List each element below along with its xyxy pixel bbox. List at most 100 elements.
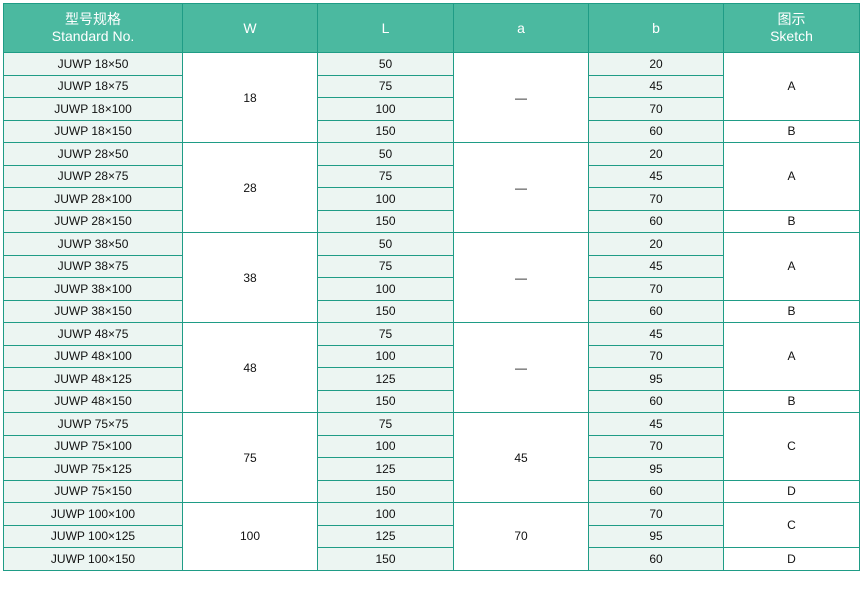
header-row: 型号规格 Standard No. W L a b 图示 Sketch: [3, 3, 860, 53]
b-cell: 20: [588, 52, 724, 76]
header-standard-en: Standard No.: [51, 28, 135, 44]
b-cell: 45: [588, 322, 724, 346]
l-cell: 150: [317, 389, 454, 413]
l-cell: 100: [317, 344, 454, 368]
standard-cell: JUWP 75×150: [3, 479, 183, 503]
b-cell: 20: [588, 232, 724, 256]
w-cell: 38: [182, 232, 318, 323]
header-b: b: [588, 3, 724, 53]
standard-cell: JUWP 100×150: [3, 547, 183, 571]
standard-cell: JUWP 75×75: [3, 412, 183, 436]
w-cell: 75: [182, 412, 318, 503]
l-cell: 150: [317, 299, 454, 323]
l-cell: 125: [317, 457, 454, 481]
a-cell: —: [453, 232, 589, 323]
l-cell: 125: [317, 524, 454, 548]
b-cell: 70: [588, 502, 724, 526]
header-sketch-en: Sketch: [770, 28, 813, 44]
standard-cell: JUWP 18×100: [3, 97, 183, 121]
table-row: JUWP 38×50 38 50—20 A: [3, 232, 860, 323]
b-cell: 70: [588, 434, 724, 458]
l-cell: 75: [317, 254, 454, 278]
b-cell: 60: [588, 479, 724, 503]
sketch-cell: A: [723, 142, 860, 211]
b-cell: 70: [588, 344, 724, 368]
header-a: a: [453, 3, 589, 53]
header-standard: 型号规格 Standard No.: [3, 3, 183, 53]
table-row: JUWP 28×100 100 70: [3, 187, 860, 211]
table-row: JUWP 18×75 75 45: [3, 74, 860, 98]
sketch-cell: D: [723, 479, 860, 503]
standard-cell: JUWP 38×50: [3, 232, 183, 256]
table-row: JUWP 75×150 150 60 D: [3, 479, 860, 503]
standard-cell: JUWP 18×75: [3, 74, 183, 98]
l-cell: 100: [317, 277, 454, 301]
l-cell: 100: [317, 502, 454, 526]
sketch-cell: A: [723, 52, 860, 121]
b-cell: 70: [588, 277, 724, 301]
table-row: JUWP 18×50 18 50—20 A: [3, 52, 860, 143]
standard-cell: JUWP 38×100: [3, 277, 183, 301]
standard-cell: JUWP 75×125: [3, 457, 183, 481]
b-cell: 70: [588, 187, 724, 211]
b-cell: 70: [588, 97, 724, 121]
l-cell: 100: [317, 97, 454, 121]
w-cell: 100: [182, 502, 318, 571]
l-cell: 50: [317, 142, 454, 166]
l-cell: 150: [317, 209, 454, 233]
standard-cell: JUWP 18×150: [3, 119, 183, 143]
header-l: L: [317, 3, 454, 53]
table-row: JUWP 38×75 75 45: [3, 254, 860, 278]
sketch-cell: D: [723, 547, 860, 571]
sketch-cell: C: [723, 412, 860, 481]
standard-cell: JUWP 48×125: [3, 367, 183, 391]
b-cell: 60: [588, 389, 724, 413]
table-row: JUWP 48×125 125 95: [3, 367, 860, 391]
sketch-cell: B: [723, 119, 860, 143]
standard-cell: JUWP 28×100: [3, 187, 183, 211]
table-row: JUWP 48×75 48 75—45 A: [3, 322, 860, 413]
standard-cell: JUWP 100×125: [3, 524, 183, 548]
b-cell: 95: [588, 367, 724, 391]
l-cell: 75: [317, 322, 454, 346]
header-sketch: 图示 Sketch: [723, 3, 860, 53]
l-cell: 100: [317, 434, 454, 458]
table-row: JUWP 28×75 75 45: [3, 164, 860, 188]
standard-cell: JUWP 75×100: [3, 434, 183, 458]
table-row: JUWP 18×100 100 70: [3, 97, 860, 121]
l-cell: 150: [317, 479, 454, 503]
l-cell: 75: [317, 74, 454, 98]
b-cell: 60: [588, 299, 724, 323]
sketch-cell: B: [723, 389, 860, 413]
b-cell: 20: [588, 142, 724, 166]
l-cell: 75: [317, 164, 454, 188]
a-cell: 70: [453, 502, 589, 571]
l-cell: 150: [317, 547, 454, 571]
standard-cell: JUWP 48×75: [3, 322, 183, 346]
standard-cell: JUWP 38×75: [3, 254, 183, 278]
header-w: W: [182, 3, 318, 53]
standard-cell: JUWP 48×100: [3, 344, 183, 368]
table-row: JUWP 18×150 150 60 B: [3, 119, 860, 143]
w-cell: 18: [182, 52, 318, 143]
table-row: JUWP 75×100 100 70: [3, 434, 860, 458]
b-cell: 45: [588, 74, 724, 98]
b-cell: 60: [588, 209, 724, 233]
b-cell: 60: [588, 547, 724, 571]
header-standard-cn: 型号规格: [65, 11, 121, 27]
standard-cell: JUWP 28×75: [3, 164, 183, 188]
b-cell: 95: [588, 457, 724, 481]
l-cell: 100: [317, 187, 454, 211]
table-row: JUWP 100×125 125 95: [3, 524, 860, 548]
standard-cell: JUWP 18×50: [3, 52, 183, 76]
a-cell: —: [453, 52, 589, 143]
table-row: JUWP 100×150 150 60 D: [3, 547, 860, 571]
table-row: JUWP 100×100 100 100 70 70 C: [3, 502, 860, 571]
table-row: JUWP 28×50 28 50—20 A: [3, 142, 860, 233]
b-cell: 45: [588, 412, 724, 436]
l-cell: 50: [317, 232, 454, 256]
w-cell: 28: [182, 142, 318, 233]
l-cell: 50: [317, 52, 454, 76]
table-row: JUWP 75×75 75 75 45 45 C: [3, 412, 860, 503]
a-cell: 45: [453, 412, 589, 503]
